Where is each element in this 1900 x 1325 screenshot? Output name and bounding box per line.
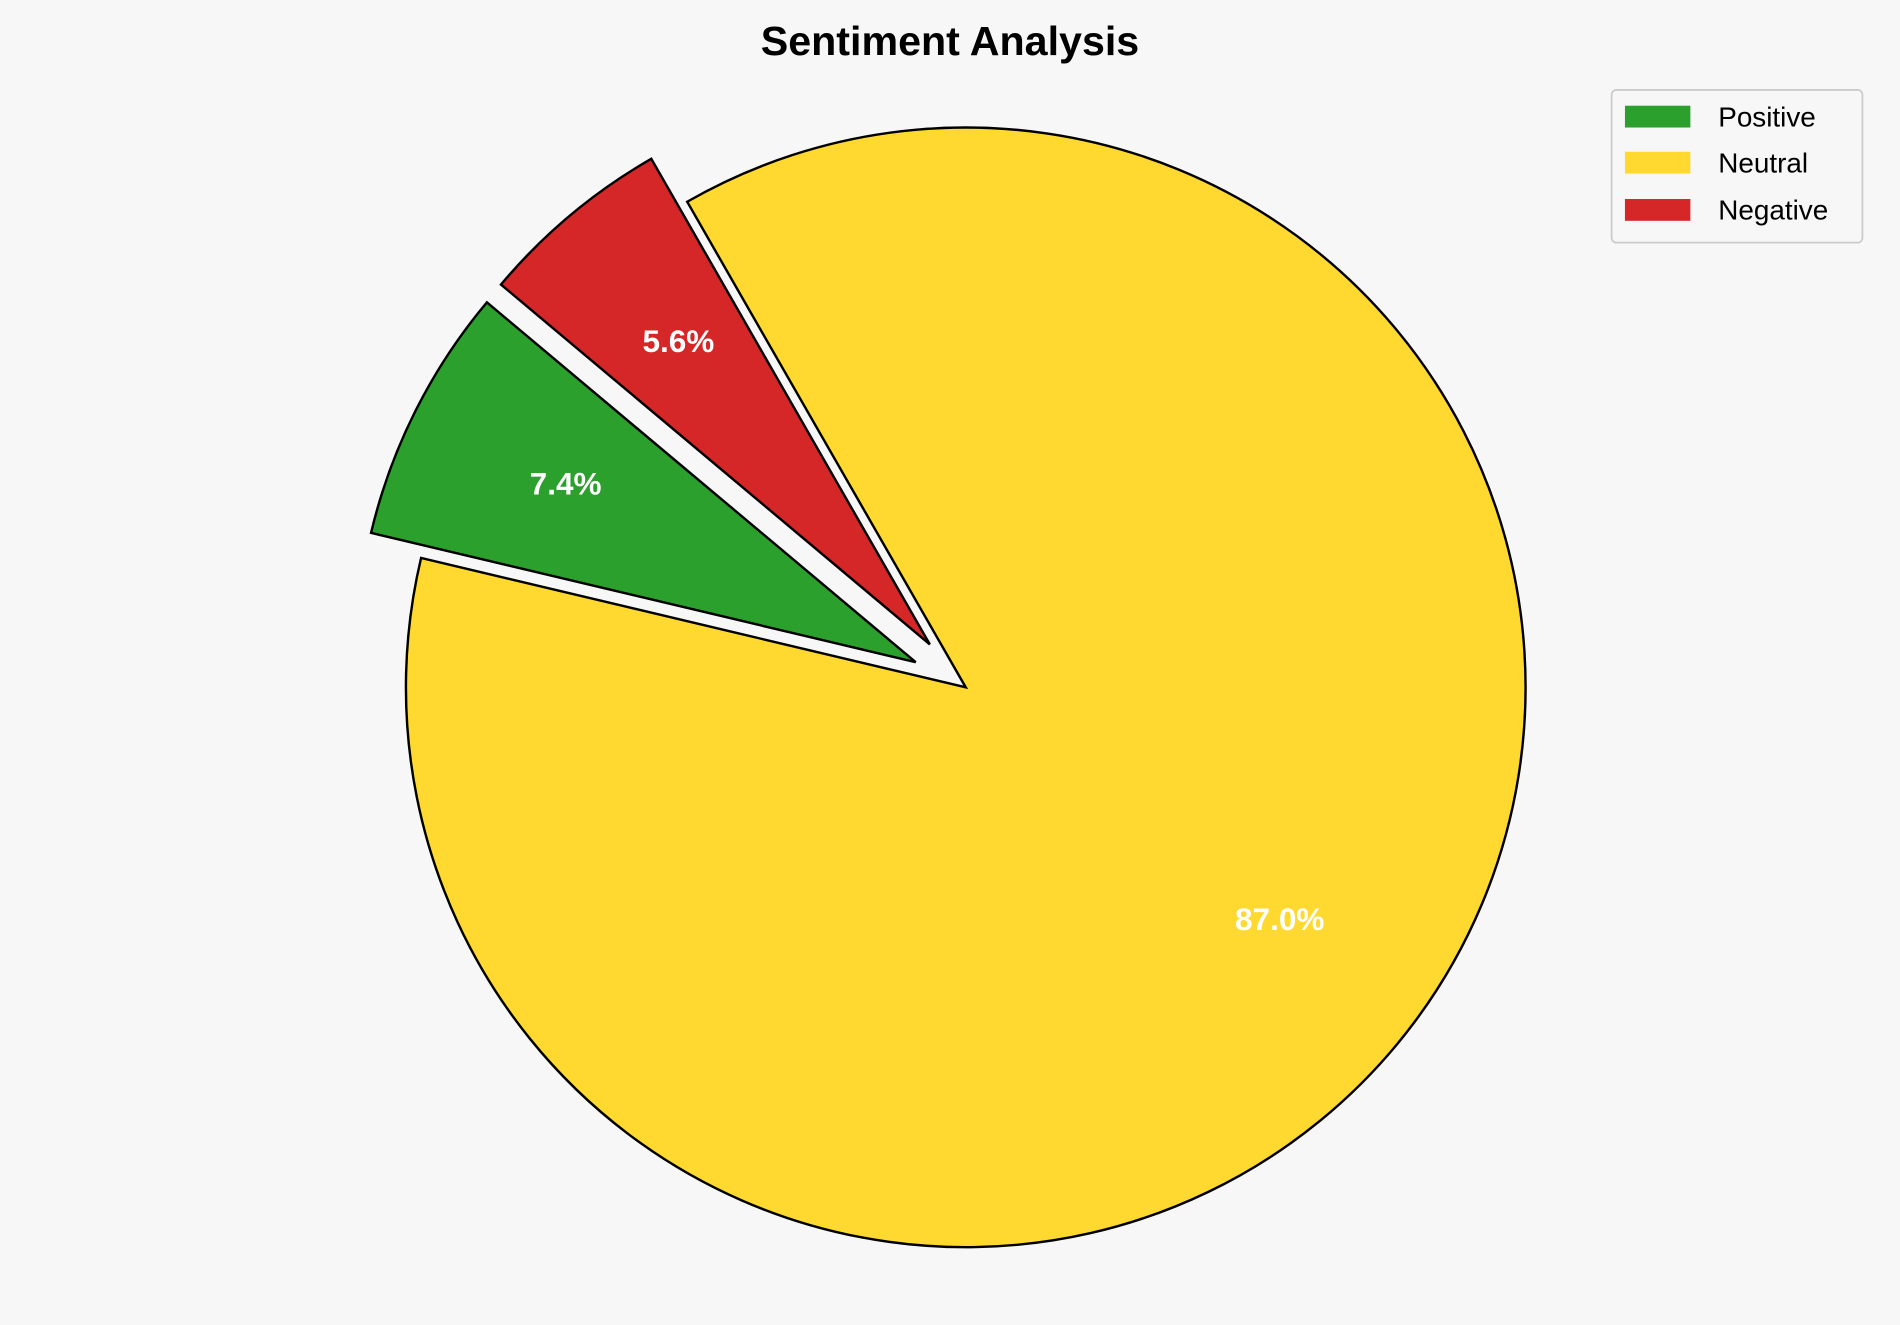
pie-wedge-neutral <box>404 126 1527 1249</box>
legend-label-positive: Positive <box>1718 101 1816 132</box>
pie-wedge-negative <box>499 157 931 646</box>
pct-label-negative: 5.6% <box>642 323 714 359</box>
pie-wedges <box>369 126 1527 1249</box>
legend-swatch-neutral <box>1624 151 1691 174</box>
chart-title: Sentiment Analysis <box>761 18 1139 64</box>
pct-label-neutral: 87.0% <box>1235 901 1324 937</box>
legend: Positive Neutral Negative <box>1610 89 1864 244</box>
legend-swatch-positive <box>1624 105 1691 128</box>
pie-pct-labels: 7.4% 87.0% 5.6% <box>530 323 1325 937</box>
pct-label-positive: 7.4% <box>530 466 602 502</box>
legend-label-neutral: Neutral <box>1718 147 1808 178</box>
legend-swatch-negative <box>1624 199 1691 221</box>
legend-label-negative: Negative <box>1718 195 1828 226</box>
pie-wedge-positive <box>369 300 917 664</box>
